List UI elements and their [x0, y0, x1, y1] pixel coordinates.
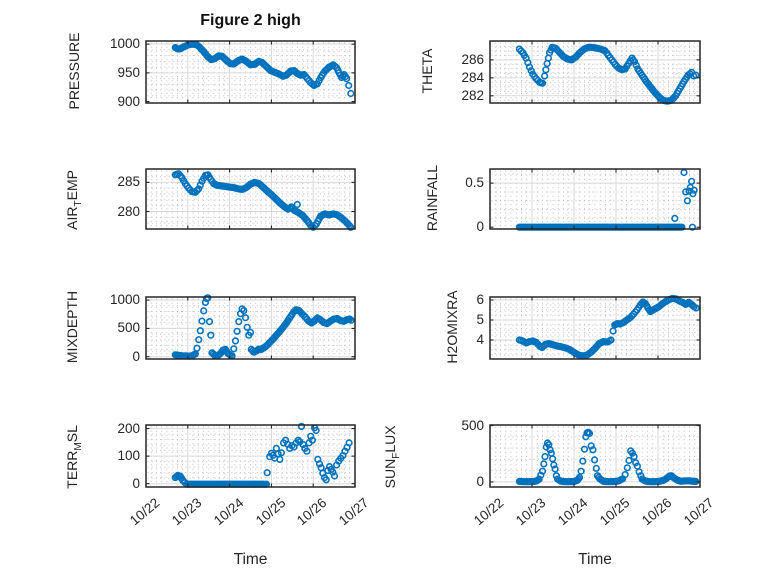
- subplot-air_temp-points: [171, 170, 355, 231]
- figure-title: Figure 2 high: [200, 12, 301, 29]
- subplot-h2omixra: [489, 294, 701, 360]
- major-grid: [489, 169, 700, 229]
- minor-grid: [147, 170, 354, 228]
- y-tick-label: 286: [461, 51, 484, 67]
- tick-marks: [489, 41, 701, 103]
- axes-border: [489, 40, 701, 104]
- y-tick-label: 0: [132, 475, 140, 491]
- y-tick-label: 900: [117, 93, 140, 109]
- tick-marks: [145, 297, 356, 359]
- y-tick-label: 0: [132, 348, 140, 364]
- axes-border: [489, 168, 701, 230]
- y-tick-label: 100: [117, 448, 140, 464]
- subplot-pressure: [145, 40, 356, 104]
- y-axis-label-sun_flux: SUNFLUX: [382, 425, 402, 489]
- y-tick-label: 282: [461, 87, 484, 103]
- subplot-air_temp: [145, 168, 356, 231]
- y-axis-label-h2omixra: H2OMIXRA: [444, 290, 460, 364]
- y-tick-label: 1000: [109, 36, 140, 52]
- subplot-terr_msl: [145, 422, 356, 488]
- subplot-rainfall-points: [515, 168, 698, 231]
- tick-marks: [489, 425, 701, 487]
- subplot-rainfall: [489, 168, 701, 231]
- y-tick-label: 0.5: [465, 175, 484, 191]
- subplot-mixdepth-points: [171, 294, 355, 360]
- axes-border: [489, 424, 701, 488]
- minor-grid: [491, 170, 699, 228]
- axes-border: [489, 296, 701, 360]
- y-axis-label-mixdepth: MIXDEPTH: [64, 290, 80, 364]
- subplot-sun_flux-points: [515, 428, 700, 486]
- subplot-pressure-points: [171, 40, 355, 98]
- y-tick-label: 6: [476, 292, 484, 307]
- subplot-theta-points: [515, 43, 700, 105]
- y-tick-label: 4: [476, 332, 484, 347]
- y-tick-label: 200: [117, 420, 140, 436]
- tick-marks: [489, 297, 701, 359]
- y-tick-label: 284: [461, 69, 484, 85]
- y-axis-label-theta: THETA: [419, 48, 435, 94]
- y-tick-label: 285: [117, 174, 140, 190]
- y-tick-label: 0: [476, 473, 484, 489]
- major-grid: [145, 169, 355, 229]
- y-tick-label: 950: [117, 64, 140, 80]
- y-tick-label: 0: [476, 219, 484, 235]
- x-axis-label-left: Time: [233, 551, 268, 568]
- subplot-mixdepth: [145, 294, 356, 360]
- y-axis-label-air_temp: AIRTEMP: [64, 169, 84, 230]
- y-axis-label-pressure: PRESSURE: [66, 32, 82, 110]
- y-tick-label: 5: [476, 312, 484, 327]
- y-tick-label: 500: [117, 320, 140, 336]
- axes-border: [145, 168, 356, 230]
- tick-marks: [145, 425, 356, 487]
- subplot-terr_msl-points: [171, 422, 353, 488]
- subplot-sun_flux: [489, 424, 701, 488]
- y-tick-label: 280: [117, 203, 140, 219]
- subplot-h2omixra-points: [515, 294, 700, 360]
- axes-border: [145, 40, 356, 104]
- subplot-theta: [489, 40, 701, 105]
- y-tick-label: 1000: [109, 292, 140, 308]
- y-axis-label-terr_msl: TERRMSL: [64, 425, 84, 489]
- tick-marks: [145, 41, 356, 103]
- tick-marks: [145, 169, 356, 229]
- y-tick-label: 500: [461, 417, 484, 433]
- tick-marks: [489, 169, 701, 229]
- x-axis-label-right: Time: [578, 551, 612, 568]
- y-axis-label-rainfall: RAINFALL: [424, 164, 440, 232]
